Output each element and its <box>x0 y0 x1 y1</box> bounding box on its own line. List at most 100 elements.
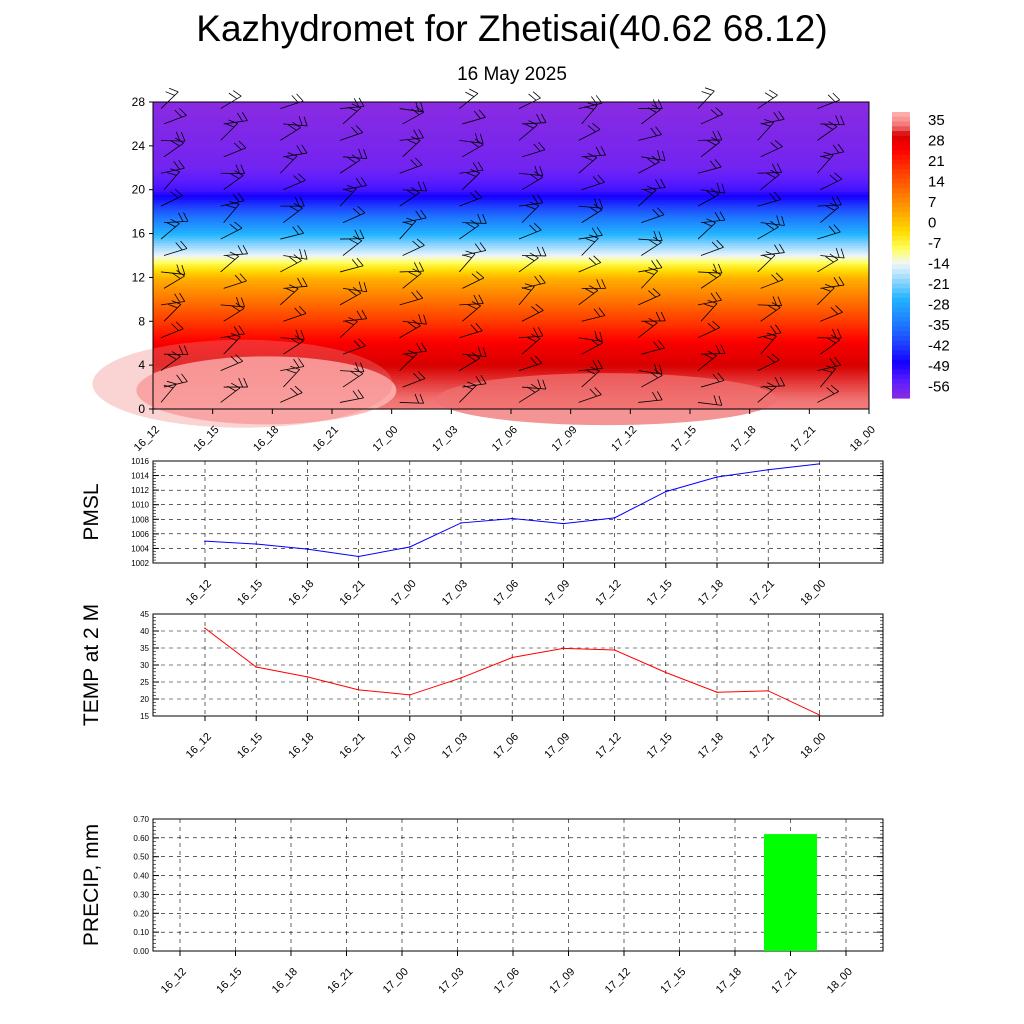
x-tick-label: 16_18 <box>286 731 316 761</box>
barb-feather <box>541 113 547 123</box>
wind-barb <box>700 107 724 125</box>
barb-shaft <box>283 179 306 191</box>
barb-shaft <box>697 355 717 371</box>
barb-feather <box>353 98 360 108</box>
section-band <box>153 122 869 126</box>
data-point <box>716 476 718 478</box>
barb-feather <box>775 272 784 281</box>
colorbar-segment <box>892 216 910 223</box>
y-axis-label: TEMP at 2 M <box>80 604 103 726</box>
wind-barb <box>578 359 603 372</box>
barb-feather <box>422 181 428 192</box>
barb-feather <box>833 277 840 286</box>
colorbar-segment <box>892 159 910 166</box>
barb-shaft <box>459 303 484 306</box>
barb-feather <box>349 238 359 245</box>
barb-feather <box>655 311 661 322</box>
barb-feather <box>655 126 662 135</box>
barb-feather <box>587 125 596 133</box>
colorbar-segment <box>892 259 910 266</box>
wind-barb <box>160 87 179 109</box>
barb-feather <box>225 254 236 260</box>
barb-feather <box>539 166 544 176</box>
section-band <box>153 324 869 328</box>
section-band <box>153 301 869 305</box>
barb-feather <box>419 393 425 404</box>
section-band <box>153 247 869 251</box>
data-point <box>306 548 309 550</box>
wind-barb <box>283 305 307 322</box>
x-tick-label: 16_21 <box>325 966 355 996</box>
section-band <box>153 155 869 159</box>
wind-barb <box>760 139 783 158</box>
wind-barb <box>817 357 842 372</box>
wind-barb <box>638 288 661 306</box>
barb-feather <box>837 328 842 339</box>
x-tick-label: 17_12 <box>593 578 623 608</box>
barb-feather <box>720 344 726 354</box>
barb-feather <box>708 272 717 279</box>
barb-feather <box>304 249 308 260</box>
wind-barb <box>342 281 368 293</box>
y-tick-label: 30 <box>140 661 149 670</box>
barb-feather <box>470 324 478 333</box>
wind-barb <box>160 380 177 403</box>
barb-feather <box>834 357 842 366</box>
barb-feather <box>774 191 782 200</box>
section-band <box>153 365 869 369</box>
x-tick-label: 17_06 <box>492 966 522 996</box>
barb-shaft <box>163 304 182 322</box>
x-tick-label: 16_12 <box>159 966 189 996</box>
colorbar-segment <box>892 116 910 123</box>
barb-feather <box>591 227 598 237</box>
barb-shaft <box>399 353 418 371</box>
barb-shaft <box>342 373 364 388</box>
barb-shaft <box>700 274 722 289</box>
barb-feather <box>715 107 724 115</box>
barb-shaft <box>283 255 308 260</box>
x-tick-label: 17_21 <box>788 424 818 454</box>
barb-shaft <box>163 114 187 125</box>
wind-barb <box>160 131 186 142</box>
barb-feather <box>660 178 666 188</box>
x-tick-label: 17_15 <box>658 966 688 996</box>
barb-feather <box>830 385 839 392</box>
barb-feather <box>294 385 303 393</box>
barb-feather <box>360 177 367 186</box>
wind-barb <box>817 224 841 240</box>
barb-feather <box>420 209 427 219</box>
wind-barb <box>280 225 304 240</box>
wind-barb <box>521 274 546 289</box>
barb-feather <box>356 310 363 320</box>
barb-feather <box>707 140 717 146</box>
wind-barb <box>223 140 247 158</box>
y-tick-label: 1008 <box>131 515 149 524</box>
barb-feather <box>473 294 479 305</box>
barb-feather <box>355 178 363 187</box>
barb-feather <box>821 287 831 292</box>
section-band <box>153 142 869 147</box>
wind-barb <box>700 182 726 194</box>
wind-barb <box>283 144 308 158</box>
barb-feather <box>837 143 845 153</box>
colorbar-segment <box>892 340 910 347</box>
barb-feather <box>542 379 547 390</box>
barb-feather <box>298 116 303 126</box>
wind-barb <box>220 164 246 175</box>
barb-feather <box>822 369 833 373</box>
barb-shaft <box>697 194 720 207</box>
barb-shaft <box>578 368 603 372</box>
barb-feather <box>346 185 357 189</box>
wind-barb <box>820 172 843 191</box>
barb-feather <box>418 129 424 139</box>
barb-feather <box>287 152 298 157</box>
barb-shaft <box>339 370 364 373</box>
barb-feather <box>352 390 359 400</box>
barb-feather <box>770 142 779 150</box>
barb-shaft <box>220 123 238 141</box>
barb-shaft <box>757 122 775 141</box>
colorbar-label: 28 <box>928 133 945 150</box>
section-band <box>153 214 869 218</box>
colorbar-segment <box>892 202 910 208</box>
colorbar-segment <box>892 164 910 170</box>
